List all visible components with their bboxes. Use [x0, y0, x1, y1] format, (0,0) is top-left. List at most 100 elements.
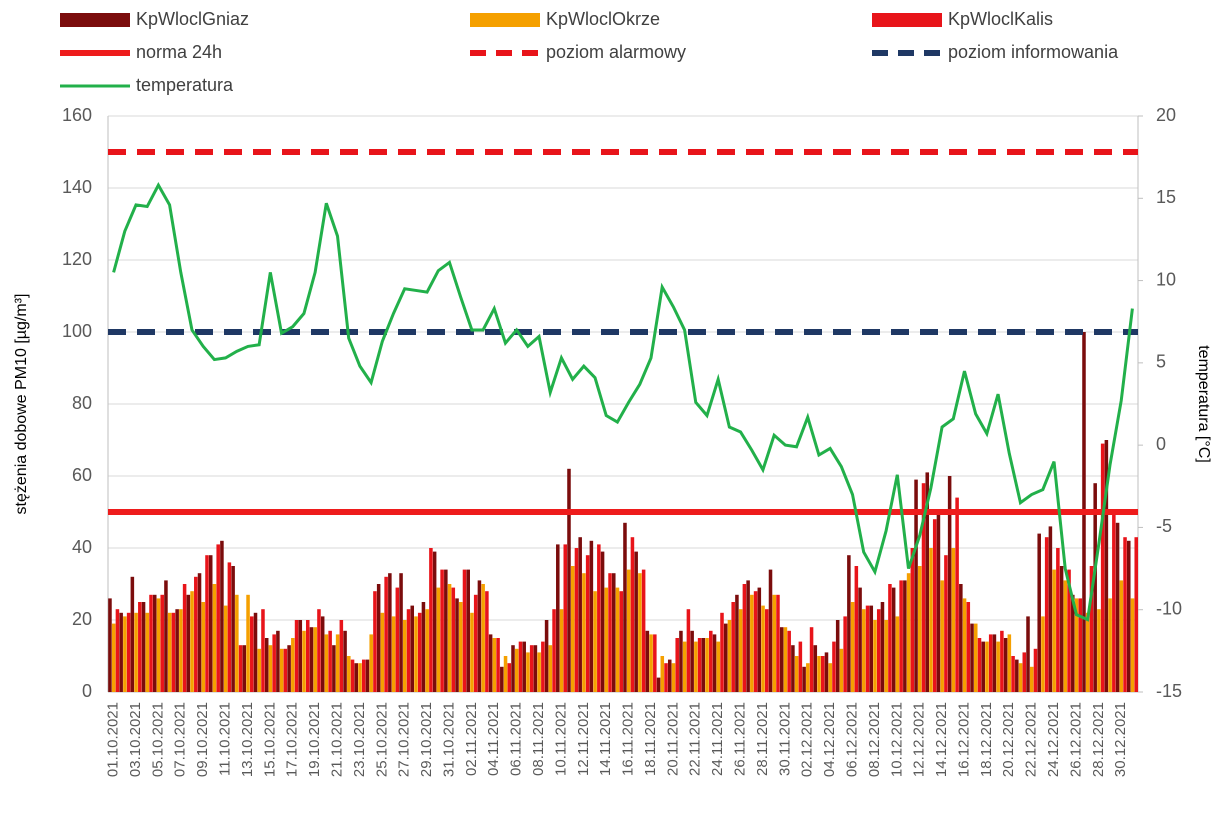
- y-tick-label: 160: [62, 105, 92, 125]
- y2-tick-label: 20: [1156, 105, 1176, 125]
- bar: [1071, 594, 1075, 692]
- bar: [593, 591, 597, 692]
- bar: [884, 620, 888, 692]
- bar: [462, 569, 467, 692]
- bar: [201, 602, 206, 692]
- x-tick-label: 18.11.2021: [642, 702, 659, 776]
- bar: [787, 630, 791, 692]
- bar: [723, 623, 728, 692]
- bar: [996, 641, 1000, 692]
- bar: [660, 656, 665, 692]
- bar: [981, 641, 985, 692]
- bar: [242, 645, 247, 692]
- bar: [1119, 580, 1124, 692]
- bar: [205, 555, 209, 692]
- bar: [888, 584, 892, 692]
- bar: [697, 638, 702, 692]
- bar: [470, 612, 474, 692]
- x-tick-label: 07.10.2021: [172, 702, 189, 777]
- bar: [615, 587, 620, 692]
- bar: [727, 620, 732, 692]
- x-tick-label: 04.12.2021: [821, 702, 838, 777]
- bar: [559, 609, 564, 692]
- bar: [537, 652, 541, 692]
- bar: [451, 587, 456, 692]
- bar: [414, 616, 418, 692]
- bar: [529, 645, 534, 692]
- bar: [119, 612, 123, 692]
- bar: [1056, 548, 1060, 692]
- bar: [145, 612, 150, 692]
- bar: [977, 638, 982, 692]
- bar: [1089, 566, 1094, 692]
- bar: [399, 573, 403, 692]
- bar: [492, 638, 497, 692]
- bar: [141, 602, 146, 692]
- bar: [634, 551, 638, 692]
- bar: [1100, 443, 1105, 692]
- bar: [806, 663, 810, 692]
- bar: [959, 584, 963, 692]
- bar: [320, 616, 325, 692]
- bar: [944, 555, 948, 692]
- x-tick-label: 06.12.2021: [843, 702, 860, 777]
- x-tick-label: 28.11.2021: [754, 702, 771, 776]
- bar: [824, 652, 829, 692]
- bar: [854, 566, 859, 692]
- bar: [1097, 609, 1101, 692]
- bar: [1048, 526, 1053, 692]
- legend-swatch: [470, 13, 540, 27]
- x-tick-label: 20.12.2021: [1000, 702, 1017, 777]
- bar: [1108, 598, 1112, 692]
- bar: [701, 638, 706, 692]
- bar: [432, 551, 437, 692]
- bar: [988, 634, 993, 692]
- bar: [742, 584, 747, 692]
- x-tick-label: 29.10.2021: [418, 702, 435, 777]
- x-tick-label: 08.12.2021: [866, 702, 883, 777]
- bar: [216, 544, 220, 692]
- bar: [645, 630, 650, 692]
- bar: [690, 630, 694, 692]
- bar: [619, 591, 623, 692]
- bar: [761, 605, 765, 692]
- bar: [246, 594, 250, 692]
- bar: [1015, 659, 1019, 692]
- bar: [679, 630, 683, 692]
- bar: [164, 580, 168, 692]
- bar: [1052, 569, 1056, 692]
- bar: [541, 641, 545, 692]
- bar: [1003, 638, 1008, 692]
- temperature-line: [112, 181, 1134, 622]
- bar: [332, 645, 336, 692]
- x-tick-label: 22.11.2021: [687, 702, 704, 776]
- bar: [455, 598, 459, 692]
- bar: [130, 576, 135, 692]
- bar: [869, 605, 874, 692]
- bar: [802, 666, 806, 692]
- x-tick-label: 01.10.2021: [105, 702, 122, 777]
- bar: [578, 537, 582, 692]
- y-tick-label: 60: [72, 465, 92, 485]
- bar: [403, 620, 407, 692]
- bar: [287, 645, 291, 692]
- bar: [1085, 612, 1090, 692]
- x-tick-label: 25.10.2021: [373, 702, 390, 777]
- x-tick-label: 11.10.2021: [217, 702, 234, 776]
- bar: [179, 609, 183, 692]
- bar: [638, 573, 642, 692]
- bar: [682, 641, 687, 692]
- bar: [891, 587, 896, 692]
- bar: [582, 573, 586, 692]
- x-tick-label: 16.11.2021: [620, 702, 637, 776]
- bar: [712, 634, 717, 692]
- bar: [264, 638, 269, 692]
- bar: [552, 609, 556, 692]
- x-tick-label: 24.12.2021: [1045, 702, 1062, 777]
- bar: [813, 645, 818, 692]
- bar: [1078, 598, 1083, 692]
- bar: [194, 576, 198, 692]
- bar: [518, 641, 523, 692]
- bar: [429, 548, 433, 692]
